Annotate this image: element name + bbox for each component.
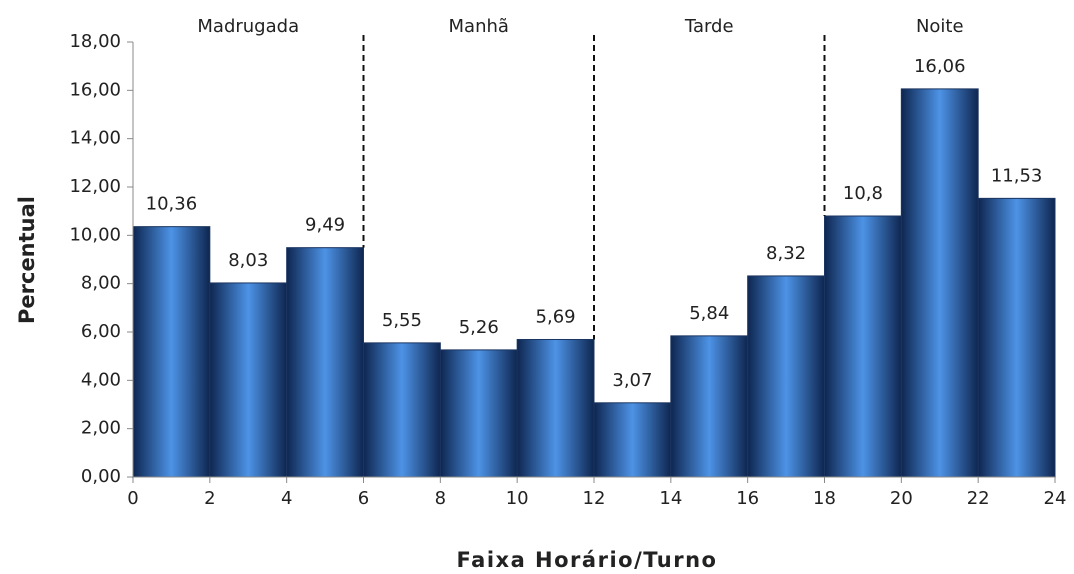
period-label: Noite — [916, 16, 964, 37]
x-tick-label: 22 — [967, 488, 990, 509]
value-label: 8,03 — [228, 250, 268, 271]
bar — [593, 402, 672, 478]
y-tick-label: 18,00 — [69, 31, 121, 52]
y-tick-label: 12,00 — [69, 176, 121, 197]
bar — [363, 342, 441, 478]
y-tick-label: 6,00 — [81, 321, 121, 342]
value-label: 5,69 — [536, 306, 576, 327]
y-tick-label: 10,00 — [69, 224, 121, 245]
x-tick-label: 12 — [583, 488, 606, 509]
y-axis-label: Percentual — [15, 196, 39, 324]
bar — [977, 197, 1056, 478]
y-tick-label: 0,00 — [81, 466, 121, 487]
x-tick-label: 10 — [506, 488, 529, 509]
bar — [824, 215, 902, 478]
value-label: 10,8 — [843, 183, 883, 204]
x-tick-label: 0 — [127, 488, 138, 509]
x-axis-label: Faixa Horário/Turno — [457, 548, 718, 572]
x-tick-label: 20 — [890, 488, 913, 509]
x-tick-label: 24 — [1044, 488, 1067, 509]
y-tick-label: 8,00 — [81, 273, 121, 294]
value-label: 11,53 — [991, 165, 1043, 186]
value-label: 3,07 — [612, 370, 652, 391]
x-tick-label: 14 — [659, 488, 682, 509]
value-label: 9,49 — [305, 215, 345, 236]
x-tick-label: 6 — [358, 488, 369, 509]
x-tick-label: 8 — [435, 488, 446, 509]
value-label: 5,84 — [689, 303, 729, 324]
bar — [900, 88, 979, 478]
bar — [439, 349, 518, 478]
y-tick-label: 14,00 — [69, 128, 121, 149]
value-label: 5,26 — [459, 317, 499, 338]
x-tick-label: 16 — [736, 488, 759, 509]
value-label: 16,06 — [914, 56, 966, 77]
value-label: 8,32 — [766, 243, 806, 264]
y-tick-label: 16,00 — [69, 79, 121, 100]
y-tick-label: 2,00 — [81, 418, 121, 439]
bar — [747, 275, 826, 478]
y-tick-label: 4,00 — [81, 369, 121, 390]
period-label: Tarde — [684, 16, 734, 37]
x-tick-label: 18 — [813, 488, 836, 509]
x-tick-label: 2 — [204, 488, 215, 509]
period-label: Madrugada — [197, 16, 299, 37]
bar — [132, 226, 211, 478]
value-label: 5,55 — [382, 310, 422, 331]
bar — [670, 335, 749, 478]
x-tick-label: 4 — [281, 488, 292, 509]
bar — [209, 282, 288, 478]
value-label: 10,36 — [146, 194, 198, 215]
bar — [516, 338, 595, 478]
period-label: Manhã — [449, 16, 509, 37]
bar — [286, 247, 364, 478]
